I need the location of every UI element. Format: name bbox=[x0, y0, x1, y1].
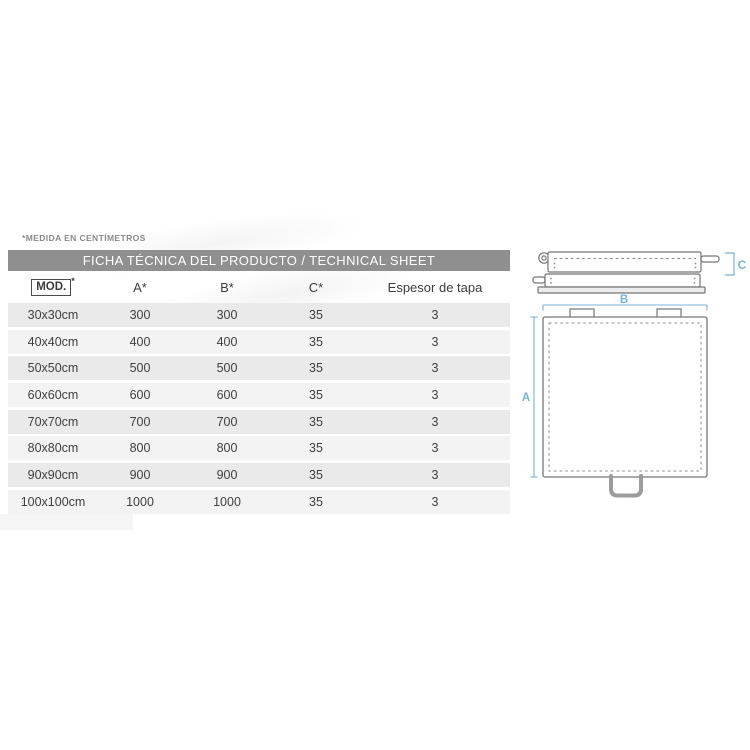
table-header-row: MOD. * A* B* C* Espesor de tapa bbox=[8, 272, 510, 302]
sheet-title: FICHA TÉCNICA DEL PRODUCTO / TECHNICAL S… bbox=[82, 253, 436, 268]
side-view-frame bbox=[532, 273, 706, 294]
dimension-b bbox=[542, 304, 708, 311]
cell-espesor: 3 bbox=[431, 441, 439, 456]
cell-c: 35 bbox=[309, 414, 323, 429]
sheet-title-bar: FICHA TÉCNICA DEL PRODUCTO / TECHNICAL S… bbox=[8, 250, 510, 271]
cell-mod: 100x100cm bbox=[20, 494, 86, 509]
side-pin bbox=[700, 255, 720, 263]
handle-icon bbox=[609, 474, 643, 498]
cell-a: 500 bbox=[129, 361, 151, 376]
column-header-a: A* bbox=[133, 279, 147, 295]
cell-b: 800 bbox=[216, 441, 238, 456]
cell-a: 300 bbox=[129, 308, 151, 322]
column-header-b: B* bbox=[220, 279, 234, 295]
mod-label-box: MOD. bbox=[31, 278, 72, 296]
cell-c: 35 bbox=[309, 494, 323, 509]
cell-b: 500 bbox=[216, 361, 238, 376]
dimension-b-label: B bbox=[620, 294, 628, 306]
column-header-mod: MOD. * bbox=[8, 275, 98, 296]
cell-a: 700 bbox=[129, 414, 151, 429]
lifting-ring-icon bbox=[541, 255, 547, 261]
cell-a: 900 bbox=[129, 468, 151, 483]
cell-mod: 40x40cm bbox=[27, 334, 79, 349]
cell-espesor: 3 bbox=[431, 308, 439, 322]
cell-c: 35 bbox=[309, 334, 323, 349]
column-header-c: C* bbox=[308, 279, 324, 295]
table-row: 60x60cm 600 600 35 3 bbox=[8, 383, 510, 408]
cell-c: 35 bbox=[309, 308, 323, 322]
table-row: 100x100cm 1000 1000 35 3 bbox=[8, 489, 510, 514]
top-view-lid bbox=[542, 308, 708, 498]
cell-b: 900 bbox=[216, 468, 238, 483]
cell-a: 600 bbox=[129, 388, 151, 403]
cell-mod: 60x60cm bbox=[27, 388, 79, 403]
side-pin bbox=[532, 276, 546, 284]
product-diagram: C B A bbox=[522, 251, 747, 498]
mod-asterisk: * bbox=[71, 275, 75, 286]
dimension-a bbox=[530, 316, 538, 478]
cell-a: 400 bbox=[129, 334, 151, 349]
background-wisp bbox=[0, 514, 133, 530]
cell-c: 35 bbox=[309, 441, 323, 456]
cell-mod: 70x70cm bbox=[27, 414, 79, 429]
cell-espesor: 3 bbox=[431, 414, 439, 429]
dimension-c-label: C bbox=[738, 258, 747, 272]
cell-a: 800 bbox=[129, 441, 151, 456]
cell-mod: 50x50cm bbox=[27, 361, 79, 376]
cell-espesor: 3 bbox=[431, 361, 439, 376]
table-row: 70x70cm 700 700 35 3 bbox=[8, 409, 510, 434]
cell-b: 600 bbox=[216, 388, 238, 403]
table-row: 90x90cm 900 900 35 3 bbox=[8, 463, 510, 488]
cell-c: 35 bbox=[309, 468, 323, 483]
cell-espesor: 3 bbox=[431, 334, 439, 349]
table-row: 40x40cm 400 400 35 3 bbox=[8, 329, 510, 354]
side-view-lid bbox=[538, 251, 720, 273]
cell-b: 700 bbox=[216, 414, 238, 429]
cell-espesor: 3 bbox=[431, 468, 439, 483]
cell-a: 1000 bbox=[126, 494, 154, 509]
cell-c: 35 bbox=[309, 388, 323, 403]
cell-b: 300 bbox=[216, 308, 238, 322]
cell-espesor: 3 bbox=[431, 494, 439, 509]
cell-b: 400 bbox=[216, 334, 238, 349]
cell-b: 1000 bbox=[213, 494, 241, 509]
table-row: 30x30cm 300 300 35 3 bbox=[8, 303, 510, 327]
dimension-a-label: A bbox=[522, 392, 530, 404]
column-header-espesor: Espesor de tapa bbox=[387, 279, 483, 295]
table-row: 80x80cm 800 800 35 3 bbox=[8, 436, 510, 461]
dimension-c: C bbox=[725, 252, 747, 276]
cell-c: 35 bbox=[309, 361, 323, 376]
cell-espesor: 3 bbox=[431, 388, 439, 403]
spec-table-body: 30x30cm 300 300 35 3 40x40cm 400 400 35 … bbox=[8, 303, 510, 514]
cell-mod: 90x90cm bbox=[27, 468, 79, 483]
cell-mod: 30x30cm bbox=[27, 308, 79, 322]
cell-mod: 80x80cm bbox=[27, 441, 79, 456]
table-row: 50x50cm 500 500 35 3 bbox=[8, 356, 510, 381]
units-note: *MEDIDA EN CENTÍMETROS bbox=[22, 233, 146, 243]
